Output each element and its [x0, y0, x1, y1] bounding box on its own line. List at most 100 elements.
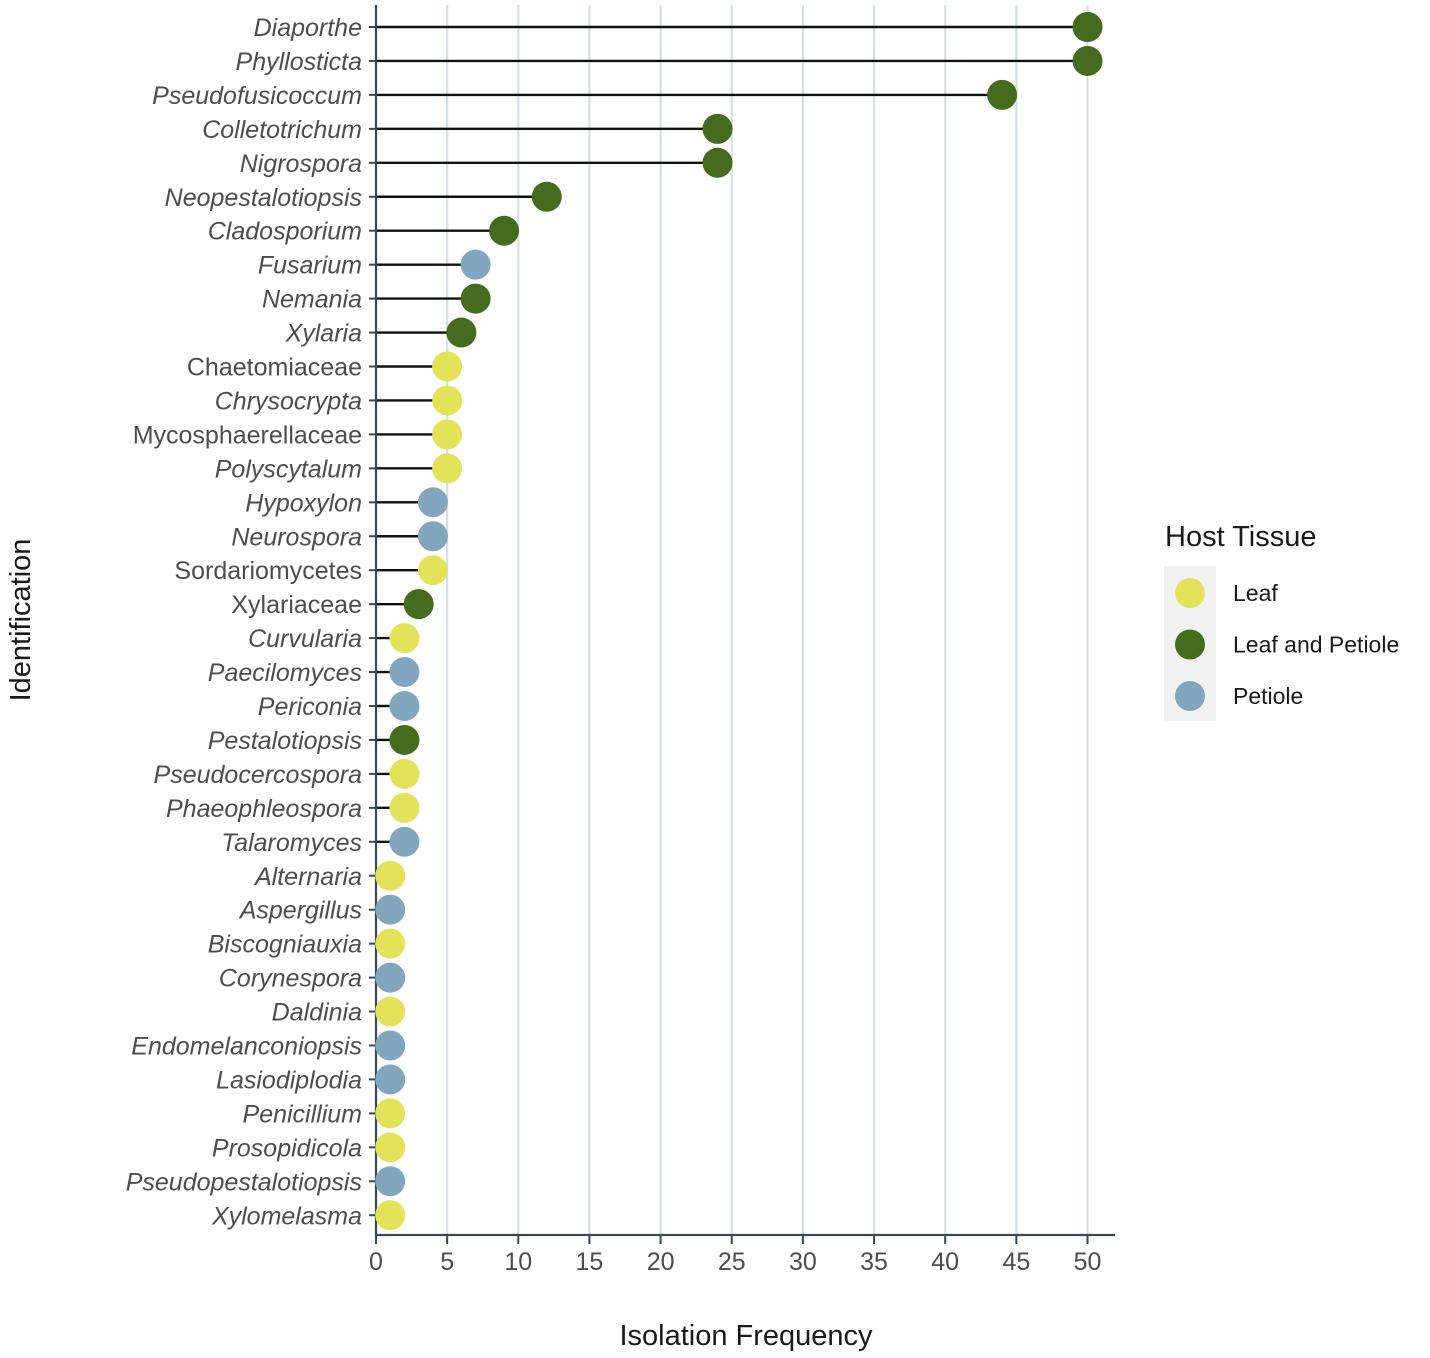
data-point [432, 419, 463, 450]
category-label: Pseudopestalotiopsis [126, 1168, 362, 1196]
category-label: Polyscytalum [215, 455, 362, 483]
category-label: Alternaria [253, 863, 362, 891]
data-point [389, 657, 420, 688]
data-point [375, 1200, 406, 1231]
data-point [432, 453, 463, 484]
data-point [389, 792, 420, 823]
category-label: Hypoxylon [245, 489, 362, 517]
data-point [702, 147, 733, 178]
data-point [1072, 12, 1103, 42]
category-label: Nigrospora [240, 150, 362, 178]
data-point [417, 555, 448, 586]
data-point [375, 1166, 406, 1197]
data-point [375, 1030, 406, 1061]
category-label: Colletotrichum [202, 116, 362, 144]
data-point [1072, 45, 1103, 76]
category-label: Chrysocrypta [215, 387, 362, 415]
data-point [702, 113, 733, 144]
x-tick-label: 15 [576, 1248, 604, 1276]
category-label: Endomelanconiopsis [131, 1033, 362, 1061]
data-point [389, 724, 420, 755]
category-label: Neopestalotiopsis [165, 184, 362, 212]
data-point [432, 385, 463, 416]
category-label: Fusarium [258, 252, 362, 280]
category-label: Diaporthe [254, 14, 362, 42]
category-label: Pestalotiopsis [208, 727, 362, 755]
data-point [375, 1132, 406, 1163]
data-point [375, 928, 406, 959]
axes [374, 5, 1115, 1237]
category-label: Phaeophleospora [166, 795, 362, 823]
category-label: Corynespora [219, 965, 362, 993]
data-point [460, 249, 491, 280]
legend-title: Host Tissue [1165, 521, 1317, 553]
legend-label: Leaf [1233, 580, 1278, 606]
category-label: Prosopidicola [212, 1134, 362, 1162]
category-label: Pseudocercospora [154, 761, 363, 789]
category-label: Phyllosticta [236, 48, 363, 76]
x-tick-label: 5 [440, 1248, 454, 1276]
data-point [389, 826, 420, 857]
category-label: Daldinia [272, 999, 362, 1027]
data-point [375, 894, 406, 925]
data-point [489, 215, 520, 246]
data-point [987, 79, 1018, 110]
x-tick-label: 20 [647, 1248, 675, 1276]
category-label: Nemania [262, 286, 362, 314]
x-tick-label: 10 [504, 1248, 532, 1276]
data-point [375, 1098, 406, 1129]
category-label: Aspergillus [238, 897, 362, 925]
data-point [375, 860, 406, 891]
data-point [389, 758, 420, 789]
points [375, 12, 1103, 1231]
legend: Host Tissue Leaf Leaf and Petiole Petiole [1164, 521, 1399, 721]
data-point [375, 1064, 406, 1095]
category-label: Xylaria [285, 320, 363, 348]
category-label: Xylomelasma [211, 1202, 362, 1230]
data-point [446, 317, 477, 348]
data-point [389, 691, 420, 721]
category-label: Paecilomyces [208, 659, 362, 687]
x-tick-label: 0 [369, 1248, 383, 1276]
data-point [389, 623, 420, 654]
x-tick-label: 25 [718, 1248, 746, 1276]
x-tick-label: 40 [931, 1248, 959, 1276]
legend-swatch [1175, 681, 1205, 711]
data-point [375, 962, 406, 993]
x-axis-title: Isolation Frequency [619, 1320, 873, 1352]
category-label: Biscogniauxia [208, 931, 362, 959]
legend-entries: Leaf Leaf and Petiole Petiole [1175, 578, 1399, 711]
category-label: Xylariaceae [231, 591, 362, 619]
x-tick-label: 45 [1002, 1248, 1030, 1276]
legend-label: Petiole [1233, 683, 1303, 709]
x-tick-label: 35 [860, 1248, 888, 1276]
category-label: Neurospora [231, 523, 362, 551]
category-label: Sordariomycetes [174, 557, 362, 585]
category-label: Curvularia [248, 625, 362, 653]
legend-swatch [1175, 578, 1205, 608]
data-point [460, 283, 491, 314]
data-point [432, 351, 463, 382]
category-label: Pseudofusicoccum [152, 82, 362, 110]
category-labels: Diaporthe Phyllosticta Pseudofusicoccum Col… [126, 14, 362, 1230]
grid-lines [446, 5, 1089, 1235]
data-point [531, 181, 562, 212]
legend-swatch [1175, 629, 1205, 660]
category-label: Periconia [258, 693, 362, 721]
data-point [417, 521, 448, 552]
legend-label: Leaf and Petiole [1233, 632, 1399, 658]
category-label: Penicillium [243, 1100, 362, 1128]
category-label: Chaetomiaceae [187, 354, 362, 382]
data-point [403, 589, 434, 620]
y-axis-title: Identification [5, 539, 37, 702]
data-point [375, 996, 406, 1027]
category-label: Mycosphaerellaceae [133, 421, 362, 449]
x-tick-label: 50 [1074, 1248, 1102, 1276]
data-point [417, 487, 448, 518]
x-tick-label: 30 [789, 1248, 817, 1276]
category-label: Cladosporium [208, 218, 362, 246]
category-label: Talaromyces [221, 829, 362, 857]
category-label: Lasiodiplodia [216, 1066, 362, 1094]
ticks: 0 5 10 15 20 25 30 35 40 45 50 [369, 26, 1102, 1276]
